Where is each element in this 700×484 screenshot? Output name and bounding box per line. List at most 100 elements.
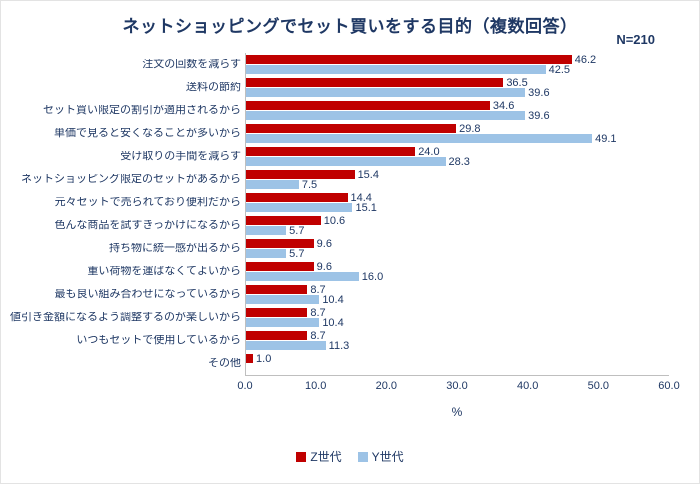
bar-line-z: 46.2 [246, 53, 669, 66]
bar-y [246, 88, 526, 97]
bar-y [246, 65, 546, 74]
legend-label-y: Y世代 [371, 450, 404, 464]
legend-item-z: Z世代 [296, 448, 342, 465]
bar-z [246, 262, 314, 271]
category-label: その他 [208, 357, 241, 369]
bar-line-y: 42.5 [246, 64, 669, 75]
value-label: 10.6 [323, 214, 346, 227]
legend: Z世代 Y世代 [1, 448, 699, 465]
bar-line-y: 10.4 [246, 317, 669, 328]
category-label: 受け取りの手間を減らす [120, 150, 241, 162]
bar-group: 8.7 10.4 [245, 283, 669, 306]
bar-y [246, 134, 593, 143]
x-tick-label: 20.0 [375, 380, 398, 392]
bar-y [246, 341, 326, 350]
bar-line-z: 36.5 [246, 77, 669, 88]
chart-row: 送料の節約 36.5 39.6 [9, 76, 669, 99]
category-label: 注文の回数を減らす [142, 58, 241, 70]
x-tick-label: 50.0 [587, 380, 610, 392]
bar-group: 36.5 39.6 [245, 76, 669, 99]
bar-group: 8.7 11.3 [245, 329, 669, 352]
value-label: 7.5 [301, 178, 318, 191]
value-label: 14.4 [350, 191, 372, 204]
chart-row: いつもセットで使用しているから 8.7 11.3 [9, 329, 669, 352]
bar-line-y: 39.6 [246, 87, 669, 98]
value-label: 15.4 [357, 168, 379, 181]
value-label: 16.0 [361, 270, 384, 283]
category-label: ネットショッピング限定のセットがあるから [21, 173, 241, 185]
x-tick-label: 10.0 [304, 380, 327, 392]
bar-z [246, 193, 348, 202]
bar-group: 10.6 5.7 [245, 214, 669, 237]
chart-row: 色んな商品を試すきっかけになるから 10.6 5.7 [9, 214, 669, 237]
value-label: 9.6 [316, 237, 332, 250]
bar-line-y: 15.1 [246, 201, 669, 214]
category-label: 送料の節約 [186, 81, 241, 93]
value-label: 5.7 [289, 224, 305, 237]
category-label: 単価で見ると安くなることが多いから [54, 127, 241, 139]
bar-y [246, 180, 299, 189]
value-label: 8.7 [310, 283, 326, 296]
value-label: 49.1 [595, 132, 617, 145]
bar-z [246, 170, 355, 179]
bar-z [246, 216, 321, 225]
x-tick-label: 40.0 [516, 380, 539, 392]
value-label: 29.8 [459, 122, 481, 135]
chart-row: 受け取りの手間を減らす 24.0 28.3 [9, 145, 669, 168]
chart-row: 単価で見ると安くなることが多いから 29.8 49.1 [9, 122, 669, 145]
chart-row: 元々セットで売られており便利だから 14.4 15.1 [9, 191, 669, 214]
value-label: 1.0 [256, 352, 272, 365]
bar-line-z: 14.4 [246, 191, 669, 204]
chart-row: 最も良い組み合わせになっているから 8.7 10.4 [9, 283, 669, 306]
bar-z [246, 331, 308, 340]
bar-z [246, 147, 416, 156]
bar-line-z: 8.7 [246, 306, 669, 319]
category-label: 値引き金額になるよう調整するのが楽しいから [10, 311, 241, 323]
legend-swatch-z [296, 451, 307, 462]
bar-z [246, 101, 490, 110]
value-label: 8.7 [310, 329, 326, 342]
bar-group: 24.0 28.3 [245, 145, 669, 168]
value-label: 15.1 [355, 201, 377, 214]
chart-row: ネットショッピング限定のセットがあるから 15.4 7.5 [9, 168, 669, 191]
legend-swatch-y [357, 451, 368, 462]
category-label: 色んな商品を試すきっかけになるから [54, 219, 241, 231]
bar-group: 1.0 [245, 352, 669, 375]
bar-line-z: 29.8 [246, 122, 669, 135]
bar-y [246, 111, 526, 120]
bar-line-z: 24.0 [246, 145, 669, 158]
chart-row: 重い荷物を運ばなくてよいから 9.6 16.0 [9, 260, 669, 283]
category-label: セット買い限定の割引が適用されるから [43, 104, 241, 116]
bar-z [246, 55, 572, 64]
category-label: 持ち物に統一感が出るから [109, 242, 241, 254]
value-label: 34.6 [492, 99, 515, 112]
bar-line-y [246, 364, 669, 374]
value-label: 8.7 [310, 306, 326, 319]
bar-z [246, 354, 254, 363]
chart-row: 値引き金額になるよう調整するのが楽しいから 8.7 10.4 [9, 306, 669, 329]
bar-group: 9.6 5.7 [245, 237, 669, 260]
legend-label-z: Z世代 [310, 450, 342, 464]
value-label: 5.7 [289, 247, 305, 260]
bar-y [246, 295, 320, 304]
value-label: 24.0 [418, 145, 440, 158]
bar-group: 15.4 7.5 [245, 168, 669, 191]
chart-row: 注文の回数を減らす 46.2 42.5 [9, 53, 669, 76]
bar-y [246, 249, 287, 258]
bar-line-y: 10.4 [246, 294, 669, 305]
chart-row: その他 1.0 [9, 352, 669, 375]
x-tick-label: 60.0 [658, 380, 680, 392]
bar-z [246, 308, 308, 317]
bar-y [246, 226, 287, 235]
bar-line-z: 9.6 [246, 237, 669, 250]
bar-line-z: 10.6 [246, 214, 669, 227]
category-label: 重い荷物を運ばなくてよいから [87, 265, 241, 277]
bar-group: 29.8 49.1 [245, 122, 669, 145]
value-label: 28.3 [448, 155, 470, 168]
value-label: 39.6 [528, 109, 550, 122]
bar-group: 8.7 10.4 [245, 306, 669, 329]
value-label: 46.2 [574, 53, 597, 66]
bar-line-z: 8.7 [246, 329, 669, 342]
bar-line-y: 28.3 [246, 155, 669, 168]
